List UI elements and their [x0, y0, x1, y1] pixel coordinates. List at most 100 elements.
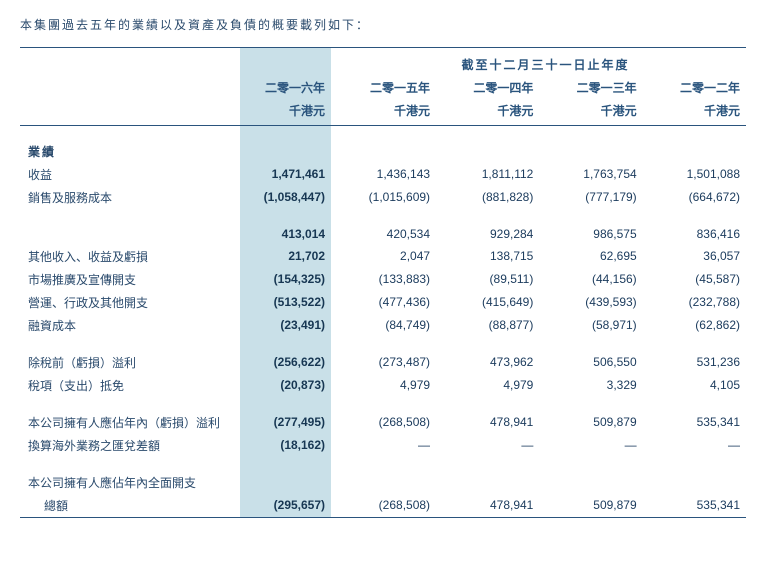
cell: —	[553, 434, 642, 457]
label-tci2: 總額	[20, 494, 226, 517]
cell: 36,057	[657, 245, 746, 268]
row-tax: 稅項（支出）抵免 (20,873) 4,979 4,979 3,329 4,10…	[20, 374, 746, 397]
cell: —	[657, 434, 746, 457]
cell: (268,508)	[345, 494, 436, 517]
cell: 836,416	[657, 223, 746, 245]
section-heading-row: 業績	[20, 140, 746, 163]
cell: (477,436)	[345, 291, 436, 314]
row-revenue: 收益 1,471,461 1,436,143 1,811,112 1,763,7…	[20, 163, 746, 186]
label-cost: 銷售及服務成本	[20, 186, 226, 209]
cell: (439,593)	[553, 291, 642, 314]
row-finance: 融資成本 (23,491) (84,749) (88,877) (58,971)…	[20, 314, 746, 337]
row-fx: 換算海外業務之匯兌差額 (18,162) — — — —	[20, 434, 746, 457]
cell: 506,550	[553, 351, 642, 374]
cell: (154,325)	[240, 268, 331, 291]
label-other: 其他收入、收益及虧損	[20, 245, 226, 268]
intro-text: 本集團過去五年的業績以及資產及負債的概要載列如下：	[20, 16, 746, 33]
cell: (415,649)	[450, 291, 539, 314]
label-admin: 營運、行政及其他開支	[20, 291, 226, 314]
unit-4: 千港元	[657, 99, 746, 125]
row-pbt: 除稅前（虧損）溢利 (256,622) (273,487) 473,962 50…	[20, 351, 746, 374]
cell: 4,105	[657, 374, 746, 397]
year-row: 二零一六年 二零一五年 二零一四年 二零一三年 二零一二年	[20, 76, 746, 99]
cell: (89,511)	[450, 268, 539, 291]
cell: 929,284	[450, 223, 539, 245]
cell: 1,471,461	[240, 163, 331, 186]
row-tci-line1: 本公司擁有人應佔年內全面開支	[20, 471, 746, 494]
cell: (84,749)	[345, 314, 436, 337]
label-subtotal	[20, 223, 226, 245]
cell: 478,941	[450, 411, 539, 434]
cell: (23,491)	[240, 314, 331, 337]
label-fx: 換算海外業務之匯兌差額	[20, 434, 226, 457]
cell: (277,495)	[240, 411, 331, 434]
year-3: 二零一三年	[553, 76, 642, 99]
row-other: 其他收入、收益及虧損 21,702 2,047 138,715 62,695 3…	[20, 245, 746, 268]
cell: (44,156)	[553, 268, 642, 291]
row-marketing: 市場推廣及宣傳開支 (154,325) (133,883) (89,511) (…	[20, 268, 746, 291]
cell: 2,047	[345, 245, 436, 268]
cell: 535,341	[657, 411, 746, 434]
cell: (256,622)	[240, 351, 331, 374]
cell: (1,058,447)	[240, 186, 331, 209]
cell: 3,329	[553, 374, 642, 397]
label-revenue: 收益	[20, 163, 226, 186]
cell: 413,014	[240, 223, 331, 245]
cell: (133,883)	[345, 268, 436, 291]
row-cost: 銷售及服務成本 (1,058,447) (1,015,609) (881,828…	[20, 186, 746, 209]
cell: (1,015,609)	[345, 186, 436, 209]
cell: (18,162)	[240, 434, 331, 457]
unit-2: 千港元	[450, 99, 539, 125]
label-tci1: 本公司擁有人應佔年內全面開支	[20, 471, 226, 494]
cell: 1,501,088	[657, 163, 746, 186]
cell: (88,877)	[450, 314, 539, 337]
row-owners: 本公司擁有人應佔年內（虧損）溢利 (277,495) (268,508) 478…	[20, 411, 746, 434]
unit-3: 千港元	[553, 99, 642, 125]
cell: (881,828)	[450, 186, 539, 209]
label-marketing: 市場推廣及宣傳開支	[20, 268, 226, 291]
cell: 1,763,754	[553, 163, 642, 186]
year-4: 二零一二年	[657, 76, 746, 99]
financial-table: 截至十二月三十一日止年度 二零一六年 二零一五年 二零一四年 二零一三年 二零一…	[20, 48, 746, 517]
unit-0: 千港元	[240, 99, 331, 125]
cell: 1,811,112	[450, 163, 539, 186]
cell: 1,436,143	[345, 163, 436, 186]
cell: 986,575	[553, 223, 642, 245]
cell: 4,979	[345, 374, 436, 397]
cell: 4,979	[450, 374, 539, 397]
unit-1: 千港元	[345, 99, 436, 125]
year-1: 二零一五年	[345, 76, 436, 99]
cell: 535,341	[657, 494, 746, 517]
super-header-row: 截至十二月三十一日止年度	[20, 48, 746, 76]
cell: (268,508)	[345, 411, 436, 434]
cell: 62,695	[553, 245, 642, 268]
year-0: 二零一六年	[240, 76, 331, 99]
label-pbt: 除稅前（虧損）溢利	[20, 351, 226, 374]
cell: —	[450, 434, 539, 457]
label-tax: 稅項（支出）抵免	[20, 374, 226, 397]
cell: 509,879	[553, 494, 642, 517]
cell: (664,672)	[657, 186, 746, 209]
cell: (232,788)	[657, 291, 746, 314]
cell: —	[345, 434, 436, 457]
cell: 478,941	[450, 494, 539, 517]
section-a-title: 業績	[20, 140, 226, 163]
cell: (20,873)	[240, 374, 331, 397]
row-admin: 營運、行政及其他開支 (513,522) (477,436) (415,649)…	[20, 291, 746, 314]
cell: (295,657)	[240, 494, 331, 517]
cell: (62,862)	[657, 314, 746, 337]
cell: 531,236	[657, 351, 746, 374]
cell: 509,879	[553, 411, 642, 434]
row-tci-line2: 總額 (295,657) (268,508) 478,941 509,879 5…	[20, 494, 746, 517]
cell: (273,487)	[345, 351, 436, 374]
financial-table-container: 截至十二月三十一日止年度 二零一六年 二零一五年 二零一四年 二零一三年 二零一…	[20, 47, 746, 518]
super-header: 截至十二月三十一日止年度	[345, 48, 746, 76]
cell: 473,962	[450, 351, 539, 374]
unit-row: 千港元 千港元 千港元 千港元 千港元	[20, 99, 746, 125]
cell: (513,522)	[240, 291, 331, 314]
label-owners: 本公司擁有人應佔年內（虧損）溢利	[20, 411, 226, 434]
cell: 138,715	[450, 245, 539, 268]
cell: (777,179)	[553, 186, 642, 209]
cell: (45,587)	[657, 268, 746, 291]
cell: 21,702	[240, 245, 331, 268]
